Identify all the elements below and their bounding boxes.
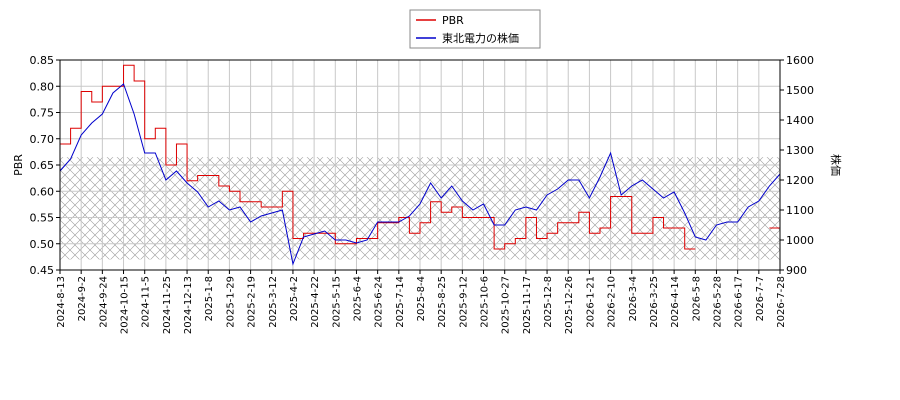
y2-tick-label: 1300 — [786, 144, 814, 157]
x-tick-label: 2024-12-13 — [183, 276, 194, 334]
x-tick-label: 2026-5-8 — [691, 276, 702, 321]
y-tick-label: 0.65 — [30, 159, 55, 172]
legend-box — [409, 9, 541, 49]
y-tick-label: 0.80 — [30, 80, 55, 93]
y2-tick-label: 1100 — [786, 204, 814, 217]
y-tick-label: 0.70 — [30, 133, 55, 146]
x-tick-label: 2026-7-28 — [776, 276, 787, 328]
x-tick-label: 2025-12-26 — [564, 276, 575, 334]
y-tick-label: 0.50 — [30, 238, 55, 251]
y2-tick-label: 1200 — [786, 174, 814, 187]
x-tick-label: 2025-10-6 — [480, 276, 491, 328]
y-tick-label: 0.45 — [30, 264, 55, 277]
x-tick-label: 2026-7-7 — [755, 276, 766, 321]
y2-tick-label: 1000 — [786, 234, 814, 247]
y-tick-label: 0.85 — [30, 54, 55, 67]
x-tick-label: 2025-4-22 — [310, 276, 321, 328]
x-tick-label: 2025-12-8 — [543, 276, 554, 328]
x-tick-label: 2026-2-10 — [607, 276, 618, 328]
x-tick-label: 2025-11-17 — [522, 276, 533, 334]
y-tick-label: 0.55 — [30, 212, 55, 225]
x-tick-label: 2025-1-29 — [225, 276, 236, 328]
series-line — [59, 83, 781, 266]
x-tick-label: 2025-1-8 — [204, 276, 215, 321]
x-tick-label: 2025-4-2 — [289, 276, 300, 321]
x-tick-label: 2025-5-15 — [331, 276, 342, 328]
x-tick-label: 2025-7-14 — [395, 276, 406, 328]
plot-frame — [59, 59, 781, 271]
y2-tick-label: 1400 — [786, 114, 814, 127]
y2-axis-label: 株価 — [829, 154, 843, 176]
x-tick-label: 2025-8-4 — [416, 276, 427, 321]
x-tick-label: 2025-6-4 — [352, 276, 363, 321]
x-tick-label: 2026-1-21 — [585, 276, 596, 328]
x-tick-label: 2024-9-24 — [98, 276, 109, 328]
x-tick-label: 2026-3-4 — [628, 276, 639, 321]
x-tick-label: 2026-4-14 — [670, 276, 681, 328]
x-tick-label: 2025-2-19 — [247, 276, 258, 328]
legend-label: 東北電力の株価 — [442, 31, 519, 45]
y-tick-label: 0.75 — [30, 107, 55, 120]
x-tick-label: 2026-6-17 — [734, 276, 745, 328]
legend-label: PBR — [442, 14, 464, 27]
x-tick-label: 2024-9-2 — [77, 276, 88, 321]
y2-tick-label: 900 — [786, 264, 807, 277]
x-tick-label: 2024-10-15 — [120, 276, 131, 334]
x-tick-label: 2024-8-13 — [56, 276, 67, 328]
y2-tick-label: 1600 — [786, 54, 814, 67]
x-tick-label: 2024-11-5 — [141, 276, 152, 328]
y-axis-label: PBR — [12, 154, 25, 176]
x-tick-label: 2025-10-27 — [501, 276, 512, 334]
x-tick-label: 2025-8-25 — [437, 276, 448, 328]
x-tick-label: 2026-5-28 — [712, 276, 723, 328]
y-tick-label: 0.60 — [30, 185, 55, 198]
x-tick-label: 2025-6-24 — [374, 276, 385, 328]
y2-tick-label: 1500 — [786, 84, 814, 97]
x-tick-label: 2024-11-25 — [162, 276, 173, 334]
x-tick-label: 2026-3-25 — [649, 276, 660, 328]
x-tick-label: 2025-9-12 — [458, 276, 469, 328]
x-tick-label: 2025-3-12 — [268, 276, 279, 328]
